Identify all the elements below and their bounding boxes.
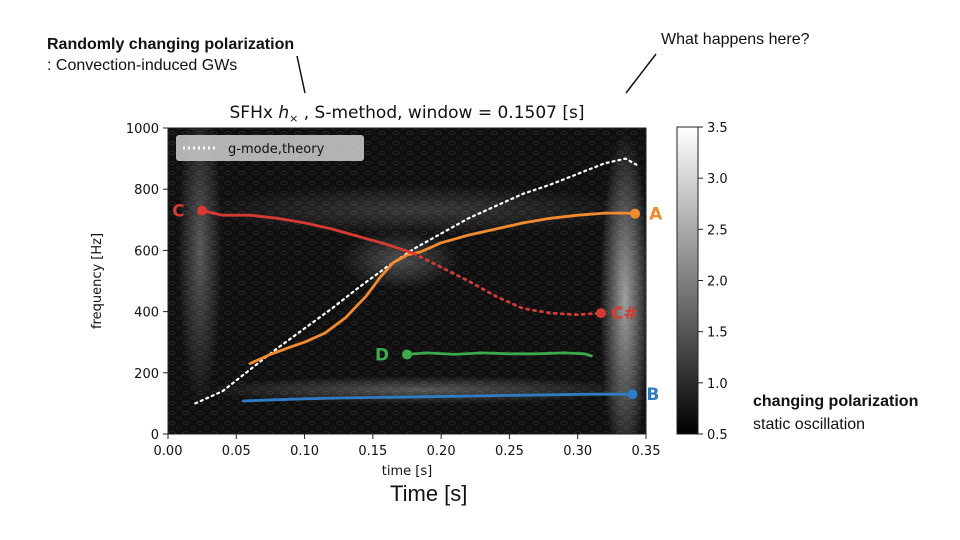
series-line-c (200, 209, 416, 255)
series-marker-a (630, 208, 641, 219)
x-tick-label: 0.35 (632, 444, 661, 459)
x-axis-label: time [s] (382, 464, 432, 479)
y-tick-label: 1000 (126, 122, 159, 137)
series-label-d: D (375, 345, 389, 365)
series-layer: A C C# D B (172, 157, 663, 405)
colorbar (676, 126, 699, 435)
series-label-b: B (646, 385, 659, 405)
colorbar-ticks: 0.5 1.0 1.5 2.0 2.5 3.0 3.5 (698, 121, 728, 443)
chart-legend: g-mode,theory (176, 135, 364, 161)
x-tick-label: 0.30 (563, 444, 592, 459)
colorbar-tick-label: 2.5 (707, 223, 728, 238)
series-marker-d (402, 349, 412, 360)
x-tick-label: 0.15 (358, 444, 387, 459)
legend-label-g-mode: g-mode,theory (228, 142, 325, 157)
series-marker-b (627, 389, 638, 400)
static-annotation: changing polarization static oscillation (753, 390, 918, 436)
x-tick-label: 0.05 (222, 444, 251, 459)
axis-ticks: 0.00 0.05 0.10 0.15 0.20 0.25 0.30 0.35 0 200 400 6… (126, 122, 661, 459)
convection-annotation: Randomly changing polarization : Convect… (47, 34, 294, 76)
convection-annotation-title: Randomly changing polarization (47, 36, 295, 53)
spectrogram-image (168, 128, 646, 434)
static-annotation-text: static oscillation (753, 416, 866, 433)
series-marker-c (197, 205, 208, 216)
series-line-g-mode-theory (194, 157, 638, 405)
colorbar-tick-label: 3.0 (707, 172, 728, 187)
colorbar-tick-label: 1.5 (707, 326, 728, 341)
y-tick-label: 0 (151, 428, 159, 443)
series-line-csharp (412, 252, 603, 317)
pointer-line-convection (296, 55, 306, 94)
colorbar-tick-label: 3.5 (707, 121, 728, 136)
colorbar-tick-label: 1.0 (707, 377, 728, 392)
plot-frame (167, 127, 647, 435)
y-tick-label: 600 (134, 244, 159, 259)
series-marker-csharp (595, 308, 606, 319)
colorbar-tick-label: 2.0 (707, 275, 728, 290)
question-annotation: What happens here? (661, 31, 810, 48)
time-caption: Time [s] (390, 481, 468, 506)
colorbar-tick-label: 0.5 (707, 428, 728, 443)
legend-box (176, 135, 364, 161)
x-tick-label: 0.00 (154, 444, 183, 459)
series-label-c: C (172, 202, 184, 222)
x-tick-label: 0.20 (427, 444, 456, 459)
y-tick-label: 400 (134, 306, 159, 321)
series-line-b (241, 392, 634, 403)
chart-title: SFHx h× , S-method, window = 0.1507 [s] (230, 103, 585, 125)
pointer-line-question (625, 53, 657, 94)
y-tick-label: 800 (134, 183, 159, 198)
x-tick-label: 0.25 (495, 444, 524, 459)
series-label-csharp: C# (611, 304, 638, 324)
series-label-a: A (649, 205, 663, 225)
x-tick-label: 0.10 (290, 444, 319, 459)
y-tick-label: 200 (134, 367, 159, 382)
convection-annotation-text: : Convection-induced GWs (47, 57, 238, 74)
static-annotation-title: changing polarization (753, 393, 919, 410)
series-line-d (405, 351, 593, 358)
y-axis-label: frequency [Hz] (90, 233, 105, 329)
